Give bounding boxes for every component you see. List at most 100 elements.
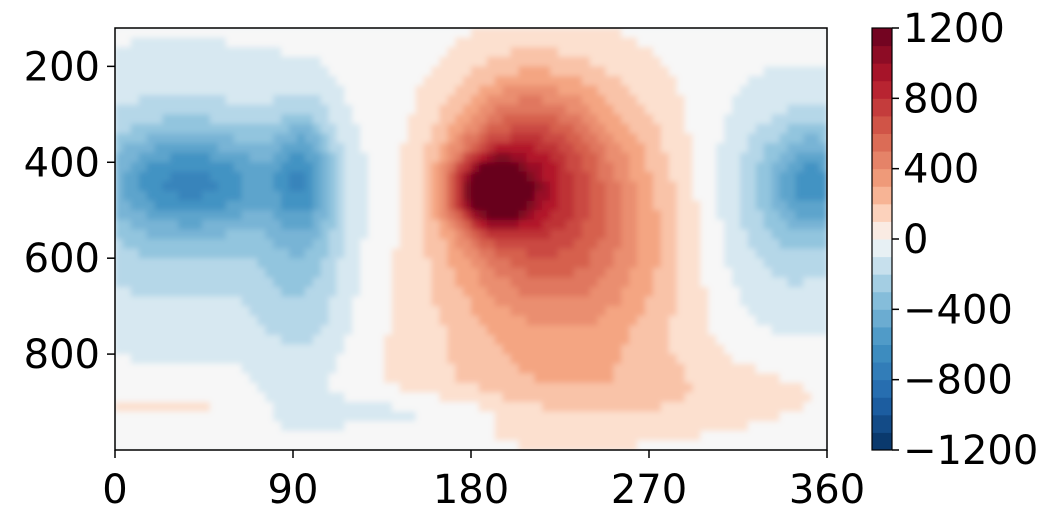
- contour-cell: [122, 47, 132, 58]
- contour-cell: [605, 56, 615, 68]
- contour-cell: [542, 392, 551, 403]
- contour-cell: [795, 123, 805, 135]
- contour-cell: [194, 85, 203, 96]
- contour-cell: [336, 373, 346, 384]
- contour-cell: [724, 37, 733, 48]
- contour-cell: [249, 143, 259, 154]
- contour-cell: [502, 66, 512, 77]
- contour-cell: [368, 421, 377, 432]
- contour-cell: [463, 325, 472, 336]
- contour-cell: [233, 143, 243, 154]
- contour-cell: [526, 277, 536, 288]
- contour-cell: [368, 248, 377, 259]
- contour-cell: [700, 402, 710, 413]
- contour-cell: [803, 325, 812, 336]
- contour-cell: [194, 56, 203, 68]
- x-axis: 0 90 180 270 360: [102, 450, 865, 513]
- contour-cell: [779, 181, 789, 192]
- contour-cell: [320, 37, 330, 48]
- contour-cell: [320, 123, 330, 135]
- contour-cell: [407, 66, 417, 77]
- contour-cell: [304, 402, 314, 413]
- contour-cell: [621, 152, 630, 164]
- contour-cell: [455, 143, 464, 154]
- contour-cell: [558, 76, 567, 87]
- contour-cell: [289, 66, 298, 77]
- contour-cell: [312, 392, 322, 403]
- contour-cell: [186, 47, 195, 58]
- contour-cell: [502, 181, 512, 192]
- contour-cell: [755, 315, 765, 327]
- contour-cell: [455, 123, 464, 135]
- contour-cell: [289, 411, 298, 422]
- contour-cell: [565, 162, 575, 173]
- contour-cell: [740, 277, 749, 288]
- contour-cell: [233, 392, 243, 403]
- contour-cell: [763, 248, 773, 259]
- contour-cell: [819, 37, 827, 48]
- contour-cell: [550, 287, 559, 298]
- contour-cell: [146, 219, 156, 231]
- contour-cell: [637, 229, 646, 240]
- contour-cell: [684, 306, 694, 317]
- contour-cell: [621, 239, 630, 250]
- contour-cell: [605, 277, 615, 288]
- contour-cell: [771, 363, 781, 375]
- contour-cell: [122, 373, 132, 384]
- contour-cell: [700, 191, 710, 202]
- contour-cell: [463, 440, 472, 450]
- contour-cell: [273, 181, 282, 192]
- contour-cell: [534, 191, 543, 202]
- contour-cell: [122, 334, 132, 346]
- contour-cell: [352, 28, 361, 39]
- contour-cell: [684, 421, 694, 432]
- contour-cell: [526, 76, 536, 87]
- contour-cell: [202, 47, 211, 58]
- contour-cell: [146, 114, 156, 125]
- contour-cell: [494, 28, 504, 39]
- contour-cell: [154, 114, 164, 125]
- contour-cell: [257, 133, 267, 144]
- contour-cell: [724, 248, 733, 259]
- contour-cell: [423, 37, 433, 48]
- contour-cell: [558, 325, 567, 336]
- contour-cell: [344, 382, 354, 394]
- contour-cell: [526, 210, 536, 221]
- contour-cell: [676, 373, 686, 384]
- contour-cell: [779, 37, 789, 48]
- contour-cell: [249, 200, 259, 211]
- contour-cell: [273, 277, 282, 288]
- contour-cell: [399, 210, 409, 221]
- contour-cell: [217, 392, 227, 403]
- contour-cell: [787, 296, 797, 307]
- contour-cell: [740, 76, 749, 87]
- contour-cell: [463, 123, 472, 135]
- contour-cell: [676, 143, 686, 154]
- contour-cell: [130, 411, 140, 422]
- contour-cell: [122, 382, 132, 394]
- contour-cell: [146, 277, 156, 288]
- contour-cell: [558, 440, 567, 450]
- contour-cell: [613, 411, 623, 422]
- contour-cell: [233, 210, 243, 221]
- contour-cell: [431, 152, 441, 164]
- contour-cell: [771, 191, 781, 202]
- contour-cell: [494, 315, 504, 327]
- contour-cell: [740, 239, 749, 250]
- contour-cell: [170, 430, 180, 442]
- contour-cell: [336, 382, 346, 394]
- contour-cell: [463, 354, 472, 365]
- contour-cell: [763, 219, 773, 231]
- contour-cell: [455, 258, 464, 269]
- contour-cell: [676, 47, 686, 58]
- contour-cell: [542, 411, 551, 422]
- contour-cell: [115, 258, 124, 269]
- contour-cell: [186, 95, 195, 106]
- contour-cell: [360, 344, 369, 355]
- contour-cell: [178, 229, 187, 240]
- contour-cell: [755, 104, 765, 116]
- contour-cell: [645, 239, 654, 250]
- contour-cell: [494, 200, 504, 211]
- contour-cell: [352, 277, 361, 288]
- contour-cell: [565, 334, 575, 346]
